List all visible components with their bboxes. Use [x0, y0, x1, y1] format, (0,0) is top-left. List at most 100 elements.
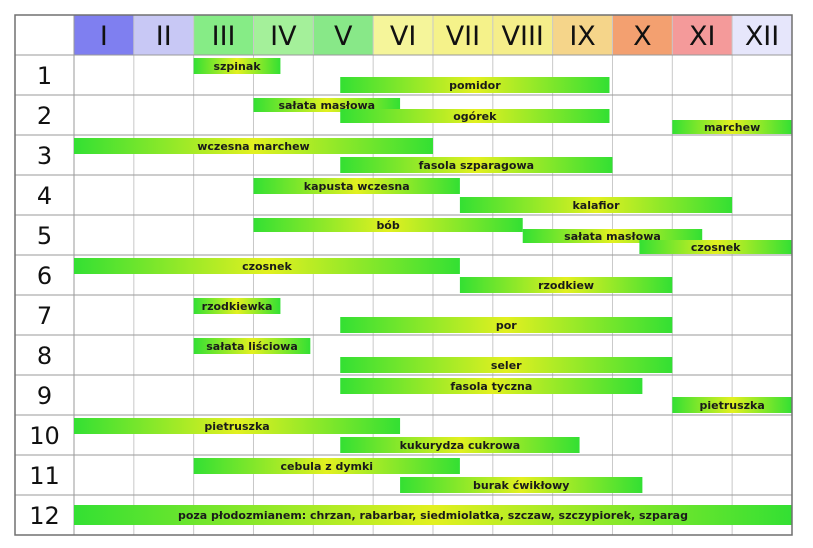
crop-bar-label: sałata liściowa [206, 340, 298, 353]
month-cell [492, 15, 553, 55]
crop-bar-fill [639, 240, 792, 254]
month-label: VII [446, 21, 480, 52]
crop-bar: pomidor [340, 77, 610, 93]
crop-bar: sałata liściowa [193, 338, 311, 354]
row-number: 1 [37, 62, 52, 90]
crop-bar-fill [193, 298, 281, 314]
month-cell [612, 15, 673, 55]
crop-bar-label: por [496, 319, 517, 332]
crop-bar-label: sałata masłowa [278, 99, 375, 112]
crop-bar-fill [253, 218, 523, 232]
month-label: II [156, 21, 172, 52]
month-label: X [633, 21, 652, 52]
crop-bar-label: bób [376, 219, 399, 232]
crop-bar: sałata masłowa [253, 98, 401, 112]
crop-bar-fill [340, 109, 610, 123]
crop-bar: pietruszka [672, 397, 792, 413]
row-number: 10 [29, 422, 60, 450]
crop-bar-fill [340, 357, 673, 373]
month-header: I II III IV V VI VII VIII IX X XI XII [74, 15, 792, 55]
crop-bar-label: czosnek [691, 241, 741, 254]
month-label: V [334, 21, 353, 52]
crop-bar: burak ćwikłowy [400, 477, 643, 493]
crop-bar-label: kalafior [572, 199, 620, 212]
crop-bar: bób [253, 218, 523, 232]
month-label: III [212, 21, 236, 52]
row-number: 6 [37, 262, 52, 290]
crop-bar: fasola tyczna [340, 378, 643, 394]
crop-bar-label: fasola tyczna [450, 380, 532, 393]
crop-bar-label: fasola szparagowa [419, 159, 534, 172]
crop-bar-label: marchew [704, 121, 760, 134]
crop-bar-fill [74, 505, 792, 525]
month-label: I [100, 21, 108, 52]
crop-bar-fill [672, 397, 792, 413]
month-cell [732, 15, 792, 55]
month-cell [313, 15, 374, 55]
crop-bar-fill [253, 98, 401, 112]
crop-bar: rzodkiew [459, 277, 673, 293]
crop-bar-label: wczesna marchew [197, 140, 309, 153]
crop-bar-label: czosnek [242, 260, 292, 273]
crop-bar: por [340, 317, 673, 333]
row-number: 8 [37, 342, 52, 370]
crop-bar-label: pietruszka [204, 420, 269, 433]
crop-bar: rzodkiewka [193, 298, 281, 314]
row-number: 9 [37, 382, 52, 410]
crop-bar-fill [459, 277, 673, 293]
crop-bar-fill [253, 178, 460, 194]
month-cell [672, 15, 733, 55]
crop-bar-fill [340, 157, 613, 173]
crop-bar-label: sałata masłowa [564, 230, 661, 243]
crop-bar: sałata masłowa [522, 229, 703, 243]
crop-bar-fill [340, 437, 580, 453]
crop-bar-fill [340, 378, 643, 394]
crop-bar: seler [340, 357, 673, 373]
crop-bar-fill [74, 258, 460, 274]
crop-bar: kukurydza cukrowa [340, 437, 580, 453]
crop-bar-fill [193, 58, 281, 74]
month-cell [253, 15, 314, 55]
crop-bar: wczesna marchew [74, 138, 433, 154]
crop-bar-label: rzodkiew [538, 279, 594, 292]
month-cell [552, 15, 613, 55]
crop-bar: kalafior [459, 197, 733, 213]
crop-bar-fill [340, 317, 673, 333]
crop-bar-label: kukurydza cukrowa [400, 439, 521, 452]
crop-bar-fill [74, 418, 401, 434]
month-cell [432, 15, 493, 55]
crop-bar-label: seler [491, 359, 522, 372]
chart-frame [14, 14, 793, 536]
month-label: XI [689, 21, 715, 52]
row-number: 11 [29, 462, 60, 490]
crop-bar: czosnek [74, 258, 460, 274]
month-label: VI [390, 21, 416, 52]
crop-bar: cebula z dymki [193, 458, 460, 474]
crop-bar-fill [522, 229, 703, 243]
crop-bar-label: pomidor [449, 79, 501, 92]
crop-bar-label: kapusta wczesna [304, 180, 410, 193]
crop-bar: marchew [672, 120, 792, 134]
row-number: 7 [37, 302, 52, 330]
crop-bar: kapusta wczesna [253, 178, 460, 194]
crop-bar: czosnek [639, 240, 792, 254]
crop-bar-label: cebula z dymki [281, 460, 374, 473]
month-cell [373, 15, 433, 55]
row-number: 5 [37, 222, 52, 250]
crop-bar-label: pietruszka [699, 399, 764, 412]
crop-bar-label: burak ćwikłowy [473, 479, 569, 492]
row-number: 3 [37, 142, 52, 170]
row-number: 12 [29, 502, 60, 530]
crop-bar-label: szpinak [213, 60, 261, 73]
month-label: XII [745, 21, 779, 52]
crop-bar: ogórek [340, 109, 610, 123]
row-number: 2 [37, 102, 52, 130]
crop-bars: szpinak pomidor sałata masłowa ogórek marche… [74, 58, 792, 525]
month-label: IX [569, 21, 595, 52]
month-label: VIII [502, 21, 544, 52]
crop-bar: pietruszka [74, 418, 401, 434]
crop-bar: szpinak [193, 58, 281, 74]
crop-bar-fill [340, 77, 610, 93]
crop-bar-fill [74, 138, 433, 154]
